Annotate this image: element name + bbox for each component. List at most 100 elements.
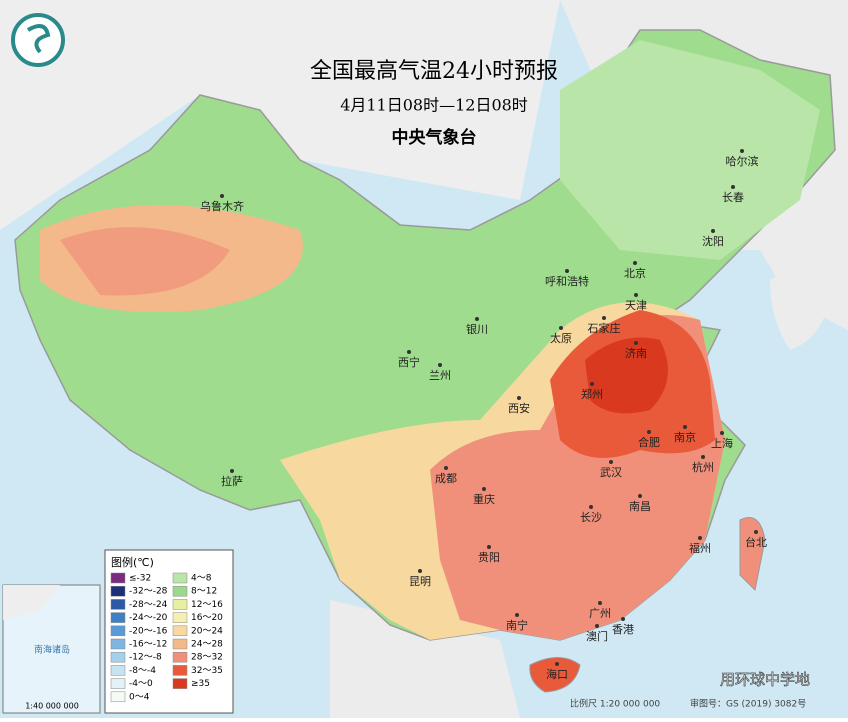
legend-swatch [110,691,126,703]
city-dot [621,617,625,621]
legend-swatch [172,585,188,597]
legend-swatch [172,625,188,637]
city-dot [407,350,411,354]
city-label: 济南 [625,346,647,360]
legend-swatch [172,612,188,623]
city-label: 重庆 [473,492,495,506]
city-label: 杭州 [692,460,714,474]
title: 全国最高气温24小时预报 [310,59,558,84]
city-label: 广州 [589,607,611,620]
city-dot [647,430,651,434]
legend-label: 32～35 [191,666,223,676]
city-label: 成都 [435,472,457,485]
city-label: 长春 [722,191,744,204]
temp-zone [560,40,820,260]
city-dot [555,662,559,666]
inset-title: 南海诸岛 [34,644,70,656]
logo-mark [26,24,51,54]
inset-land [3,585,60,620]
city-label: 武汉 [600,466,622,479]
city-dot [590,382,594,386]
approval: 审图号：GS (2019) 3082号 [690,698,806,710]
city-dot [559,326,563,330]
legend-label: -16～-12 [129,640,167,650]
city-dot [711,229,715,233]
neighbor-land [330,600,520,718]
taiwan [739,517,766,592]
city-label: 北京 [624,266,646,280]
city-dot [515,613,519,617]
city-label: 银川 [466,322,488,336]
city-dot [634,293,638,297]
legend-swatch [172,638,188,650]
legend-label: 28～32 [191,653,223,663]
legend-label: 4～8 [191,574,212,584]
legend-label: 0～4 [129,692,150,702]
city-dot [633,261,637,265]
city-dot [598,601,602,605]
legend-label: -8～-4 [129,666,156,676]
city-label: 长沙 [580,511,602,524]
legend-swatch [110,625,126,637]
city-dot [740,149,744,153]
legend-swatch [172,599,188,610]
legend-swatch [110,651,126,663]
city-dot [475,317,479,321]
legend-swatch [110,638,126,650]
legend-label: 8～12 [191,587,217,597]
city-dot [220,194,224,198]
city-dot [438,363,442,367]
city-dot [701,455,705,459]
legend-title: 图例(℃) [111,555,154,569]
city-dot [444,466,448,470]
city-label: 海口 [546,667,568,681]
legend-label: -24～-20 [129,613,168,623]
neighbor-land [770,273,830,350]
scale: 比例尺 1:20 000 000 [570,698,660,710]
city-dot [638,494,642,498]
city-label: 合肥 [638,435,660,449]
city-dot [754,530,758,534]
city-label: 南昌 [629,500,651,513]
city-label: 石家庄 [588,321,621,335]
city-label: 台北 [745,535,767,549]
city-label: 贵阳 [478,551,500,564]
legend-label: ≤-32 [129,574,151,584]
legend-items: ≤-32 -32～-28 -28～-24 -24～-20 -20～-16 -16～-12 -… [110,572,223,703]
legend-swatch [110,678,126,689]
legend-swatch [110,599,126,610]
legend-label: -28～-24 [129,600,168,610]
city-label: 呼和浩特 [545,274,589,288]
legend-label: 16～20 [191,613,223,623]
city-dot [418,569,422,573]
legend-swatch [172,651,188,663]
city-dot [230,469,234,473]
city-label: 郑州 [581,387,603,401]
city-dot [482,487,486,491]
legend-swatch [172,665,188,676]
city-dot [683,425,687,429]
legend-swatch [172,678,188,689]
legend-swatch [172,572,188,584]
city-label: 福州 [689,541,711,555]
city-dot [609,460,613,464]
legend-swatch [110,585,126,597]
city-label: 昆明 [409,575,431,588]
hainan [529,657,581,693]
legend [104,549,234,714]
city-dot [517,396,521,400]
city-label: 太原 [550,332,572,345]
city-label: 拉萨 [221,474,243,488]
legend-swatch [110,612,126,623]
city-label: 南京 [674,430,696,444]
city-label: 兰州 [429,369,451,382]
city-dot [565,269,569,273]
legend-label: -20～-16 [129,626,168,636]
city-label: 上海 [711,436,733,450]
temp-zone [585,337,668,414]
city-dot [595,624,599,628]
city-label: 哈尔滨 [726,154,759,168]
city-dot [720,431,724,435]
